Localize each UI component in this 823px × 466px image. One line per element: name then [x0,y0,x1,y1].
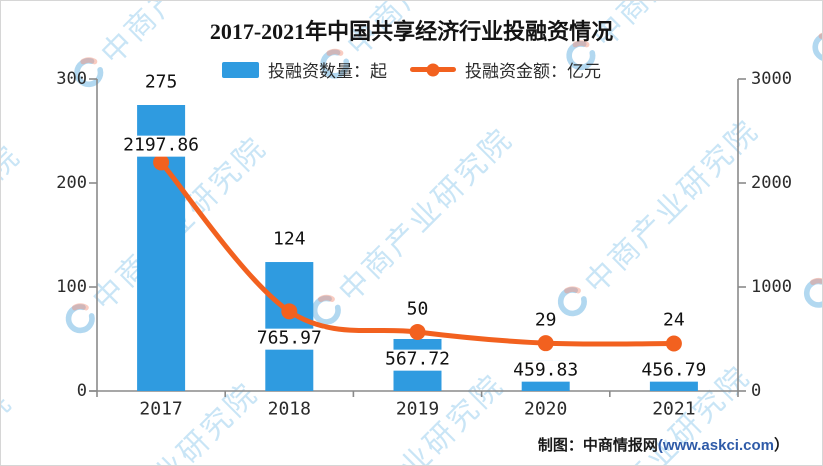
line-point-2017 [153,154,170,171]
bar-2018 [265,262,314,391]
credit-url: (www.askci.com [657,437,774,454]
chart-legend: 投融资数量：起 投融资金额：亿元 [1,57,822,82]
credit-text: 制图：中商情报网 [537,437,658,454]
line-series [158,159,677,347]
bar-2019 [393,339,442,391]
chart-credit: 制图：中商情报网(www.askci.com） [538,434,789,455]
line-point-2021 [665,335,682,352]
line-point-2018 [281,303,298,320]
legend-line-dot-icon [426,63,440,76]
legend-bar-label: 投融资数量：起 [268,62,387,81]
bar-2021 [649,366,698,391]
line-point-2020 [537,335,554,352]
legend-line-marker-icon [410,63,456,76]
line-point-2019 [409,323,426,340]
legend-bar-swatch-icon [222,61,259,78]
bar-2017 [137,105,186,391]
legend-line-label: 投融资金额：亿元 [465,62,601,81]
credit-url-suffix: ） [773,437,789,454]
bar-2020 [521,360,570,391]
chart-title: 2017-2021年中国共享经济行业投融资情况 [209,19,614,44]
